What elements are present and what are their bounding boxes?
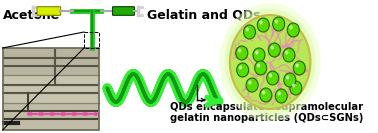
Circle shape: [293, 61, 305, 75]
Circle shape: [290, 81, 302, 95]
Circle shape: [271, 45, 274, 49]
Circle shape: [290, 26, 293, 30]
Circle shape: [286, 76, 290, 80]
Circle shape: [292, 84, 295, 88]
Circle shape: [273, 17, 285, 31]
Circle shape: [255, 61, 266, 75]
Circle shape: [248, 80, 252, 84]
Circle shape: [259, 20, 263, 24]
Text: QDs encapsulated supramolecular: QDs encapsulated supramolecular: [170, 102, 363, 112]
Circle shape: [253, 48, 265, 62]
Circle shape: [255, 51, 259, 55]
Circle shape: [284, 73, 296, 87]
Circle shape: [260, 88, 272, 102]
Circle shape: [237, 63, 249, 77]
Bar: [84, 32, 99, 48]
Circle shape: [225, 9, 316, 115]
Text: Gelatin and QDs: Gelatin and QDs: [147, 9, 261, 22]
Circle shape: [220, 3, 321, 121]
Circle shape: [277, 92, 281, 95]
Circle shape: [275, 89, 287, 103]
Circle shape: [246, 28, 249, 32]
Circle shape: [239, 65, 242, 70]
Circle shape: [295, 63, 299, 68]
Circle shape: [283, 48, 295, 62]
Circle shape: [246, 78, 258, 92]
Bar: [3, 48, 99, 130]
Circle shape: [257, 18, 269, 32]
Circle shape: [268, 43, 280, 57]
Bar: [3, 103, 99, 130]
Text: gelatin nanoparticles (QDs⊂SGNs): gelatin nanoparticles (QDs⊂SGNs): [170, 113, 363, 123]
Circle shape: [266, 71, 279, 85]
Circle shape: [262, 90, 265, 95]
Bar: [3, 75, 99, 103]
Circle shape: [236, 46, 248, 60]
Circle shape: [287, 23, 299, 37]
FancyBboxPatch shape: [113, 7, 135, 15]
Circle shape: [238, 49, 242, 53]
Circle shape: [275, 20, 278, 24]
Circle shape: [257, 63, 260, 68]
FancyBboxPatch shape: [37, 7, 61, 15]
Bar: [3, 48, 99, 75]
Circle shape: [269, 74, 272, 78]
Circle shape: [285, 51, 288, 55]
Circle shape: [230, 15, 310, 109]
Circle shape: [243, 25, 256, 39]
Text: Acetone: Acetone: [3, 9, 61, 22]
